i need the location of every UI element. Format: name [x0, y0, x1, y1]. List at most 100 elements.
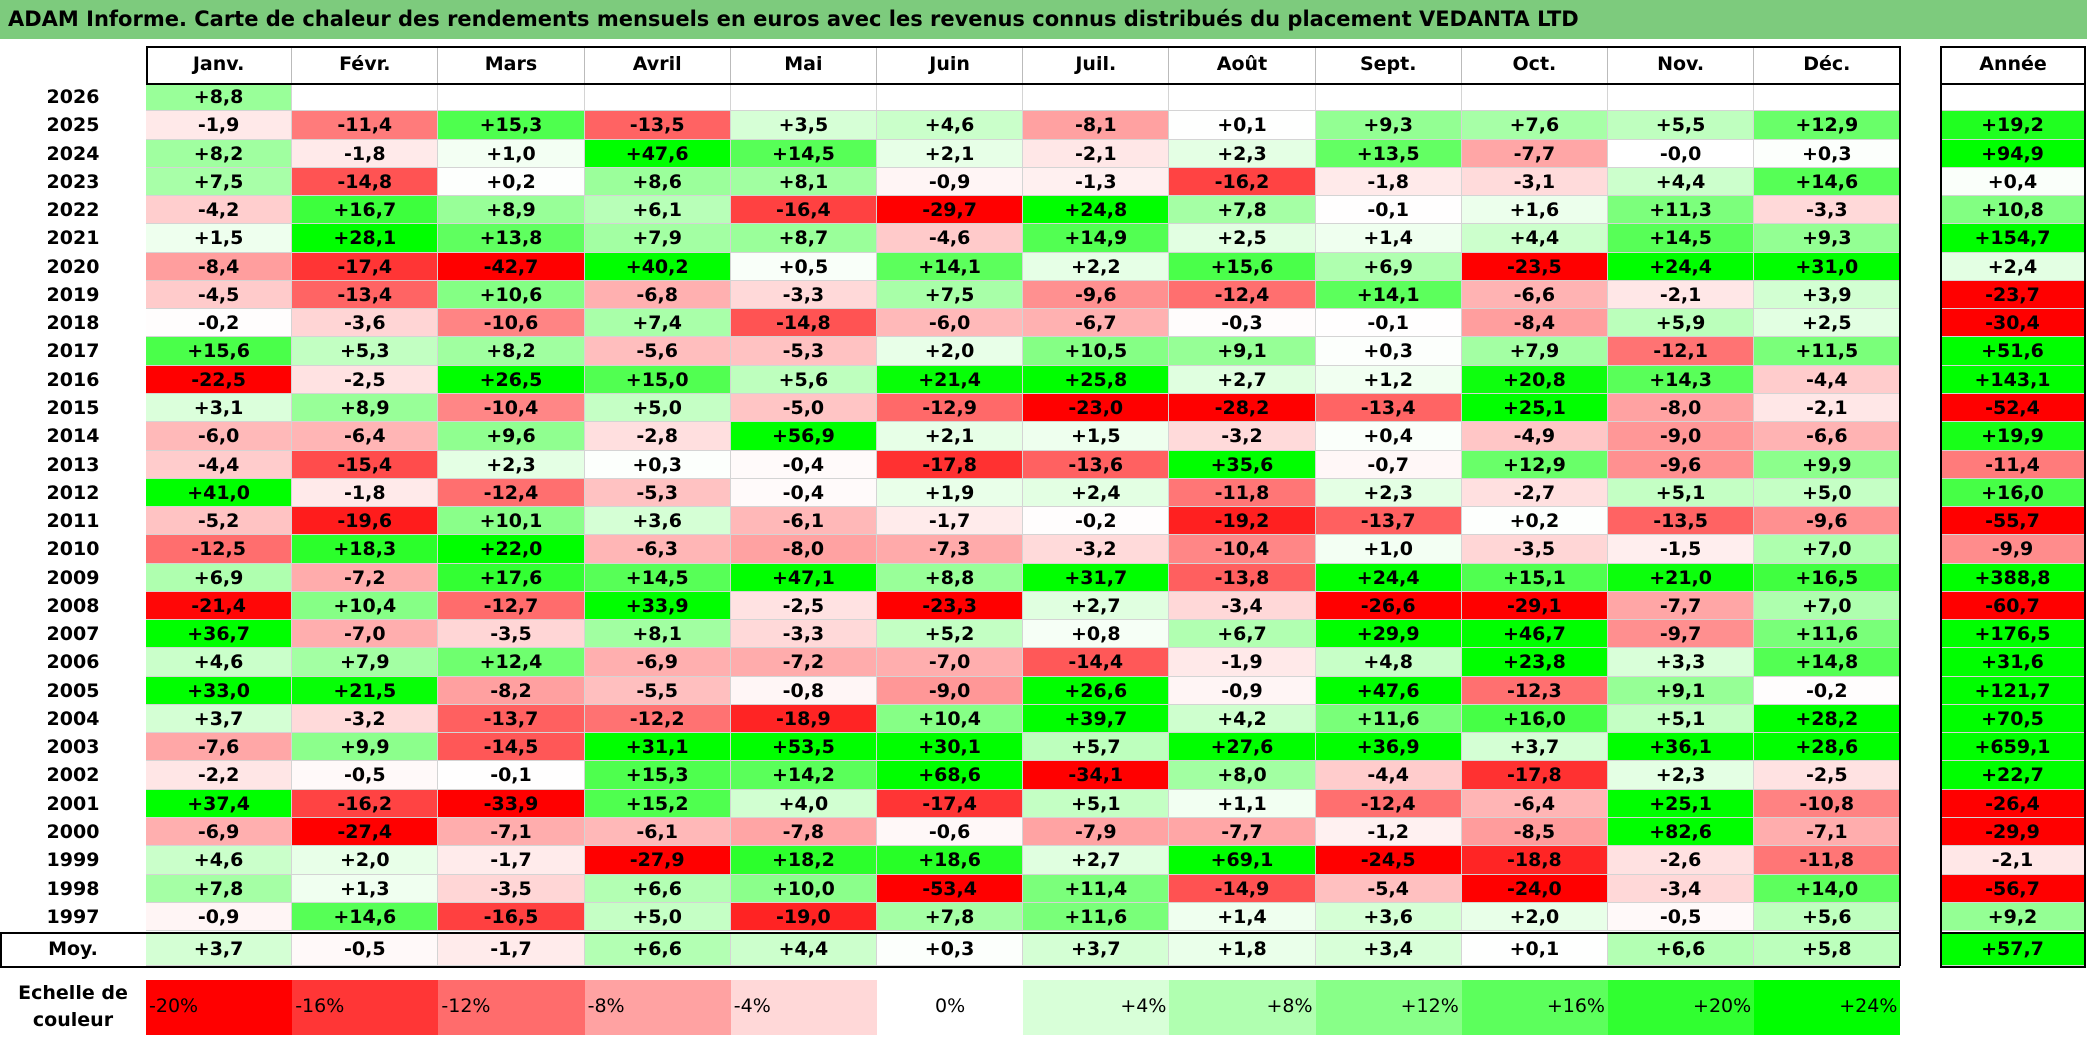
- heatmap-cell: +3,6: [1315, 902, 1462, 932]
- heatmap-cell: +7,5: [877, 280, 1024, 310]
- heatmap-cell: -2,1: [1023, 139, 1170, 168]
- heatmap-cell: -11,8: [1169, 478, 1316, 508]
- heatmap-cell: -13,4: [292, 280, 439, 310]
- heatmap-cell: -11,8: [1754, 846, 1901, 875]
- month-header: Nov.: [1608, 46, 1755, 83]
- heatmap-cell: +5,1: [1608, 704, 1755, 734]
- year-label: 2026: [46, 86, 100, 108]
- grid-border: [1940, 46, 2086, 48]
- heatmap-cell: +14,6: [1754, 167, 1901, 197]
- heatmap-cell: +1,9: [877, 478, 1024, 508]
- heatmap-cell: -0,8: [730, 676, 877, 705]
- scale-step: -8%: [584, 980, 731, 1035]
- year-label: 2022: [46, 199, 100, 222]
- heatmap-cell: -0,7: [1315, 450, 1462, 479]
- heatmap-cell: +10,1: [438, 507, 585, 536]
- annual-cell: +176,5: [1940, 620, 2086, 649]
- heatmap-cell: +0,3: [1315, 337, 1462, 366]
- heatmap-cell: -10,4: [1169, 535, 1316, 564]
- heatmap-cell: +5,1: [1023, 789, 1170, 819]
- scale-step: -12%: [438, 980, 585, 1035]
- annual-cell: -29,9: [1940, 818, 2086, 847]
- heatmap-cell: +15,3: [584, 761, 731, 790]
- heatmap-cell: +0,2: [1461, 507, 1608, 536]
- year-label: 2024: [46, 142, 100, 165]
- heatmap-cell: -13,5: [1608, 507, 1755, 536]
- heatmap-cell: +0,2: [438, 167, 585, 197]
- heatmap-cell: +2,3: [1169, 139, 1316, 168]
- heatmap-cell: -2,6: [1608, 846, 1755, 875]
- heatmap-cell: +3,7: [146, 704, 293, 734]
- heatmap-cell: -3,6: [292, 309, 439, 338]
- heatmap-cell: -0,4: [730, 450, 877, 479]
- heatmap-cell: -1,8: [1315, 167, 1462, 197]
- heatmap-cell: +8,2: [438, 337, 585, 366]
- heatmap-cell: +15,2: [584, 789, 731, 819]
- heatmap-cell: +47,1: [730, 563, 877, 592]
- heatmap-cell: [292, 83, 439, 112]
- heatmap-cell: -0,0: [1608, 139, 1755, 168]
- heatmap-cell: -3,3: [1754, 196, 1901, 225]
- heatmap-cell: +40,2: [584, 252, 731, 281]
- heatmap-cell: +14,8: [1754, 648, 1901, 677]
- heatmap-cell: +11,5: [1754, 337, 1901, 366]
- annual-cell: +154,7: [1940, 224, 2086, 253]
- heatmap-cell: +21,5: [292, 676, 439, 705]
- heatmap-cell: -0,9: [1169, 676, 1316, 705]
- heatmap-cell: -3,4: [1169, 591, 1316, 621]
- annual-cell: +94,9: [1940, 139, 2086, 168]
- heatmap-cell: +0,3: [584, 450, 731, 479]
- heatmap-cell: -6,6: [1754, 422, 1901, 451]
- heatmap-cell: +14,1: [877, 252, 1024, 281]
- month-header: Janv.: [146, 46, 293, 83]
- annual-cell: +51,6: [1940, 337, 2086, 366]
- heatmap-cell: +7,0: [1754, 591, 1901, 621]
- average-cell: +3,7: [1023, 933, 1170, 967]
- heatmap-cell: -9,6: [1608, 450, 1755, 479]
- heatmap-cell: -13,4: [1315, 393, 1462, 423]
- annual-cell: [1940, 83, 2086, 112]
- heatmap-cell: +8,6: [584, 167, 731, 197]
- heatmap-cell: -7,1: [1754, 818, 1901, 847]
- heatmap-cell: +23,8: [1461, 648, 1608, 677]
- heatmap-cell: -0,1: [1315, 196, 1462, 225]
- average-cell: +0,3: [877, 933, 1024, 967]
- heatmap-cell: -7,9: [1023, 818, 1170, 847]
- heatmap-cell: +16,5: [1754, 563, 1901, 592]
- year-label: 2013: [46, 453, 100, 476]
- heatmap-cell: -0,2: [1023, 507, 1170, 536]
- heatmap-cell: +5,0: [584, 393, 731, 423]
- heatmap-cell: +47,6: [584, 139, 731, 168]
- heatmap-cell: +46,7: [1461, 620, 1608, 649]
- heatmap-cell: -15,4: [292, 450, 439, 479]
- heatmap-cell: -13,8: [1169, 563, 1316, 592]
- heatmap-cell: -26,6: [1315, 591, 1462, 621]
- heatmap-cell: -7,7: [1169, 818, 1316, 847]
- annual-cell: -30,4: [1940, 309, 2086, 338]
- heatmap-cell: -4,6: [877, 224, 1024, 253]
- heatmap-cell: -7,0: [292, 620, 439, 649]
- heatmap-cell: -8,1: [1023, 111, 1170, 140]
- month-header: Oct.: [1462, 46, 1608, 83]
- heatmap-cell: +14,5: [584, 563, 731, 592]
- heatmap-cell: -34,1: [1023, 761, 1170, 790]
- heatmap-cell: [1608, 83, 1755, 112]
- heatmap-cell: -4,5: [146, 280, 293, 310]
- heatmap-cell: +1,2: [1315, 365, 1462, 394]
- scale-step: 0%: [877, 980, 1024, 1035]
- heatmap-cell: +9,9: [1754, 450, 1901, 479]
- heatmap-cell: +12,4: [438, 648, 585, 677]
- heatmap-cell: +7,8: [877, 902, 1024, 932]
- year-label: 1997: [46, 905, 100, 928]
- heatmap-cell: +2,4: [1023, 478, 1170, 508]
- heatmap-cell: +11,6: [1315, 704, 1462, 734]
- heatmap-cell: +24,4: [1315, 563, 1462, 592]
- heatmap-cell: -23,3: [877, 591, 1024, 621]
- heatmap-cell: -14,8: [292, 167, 439, 197]
- year-label: 2004: [46, 707, 100, 730]
- annual-cell: +19,9: [1940, 422, 2086, 451]
- heatmap-cell: +3,1: [146, 393, 293, 423]
- heatmap-cell: +2,0: [877, 337, 1024, 366]
- heatmap-cell: -4,9: [1461, 422, 1608, 451]
- heatmap-cell: -23,5: [1461, 252, 1608, 281]
